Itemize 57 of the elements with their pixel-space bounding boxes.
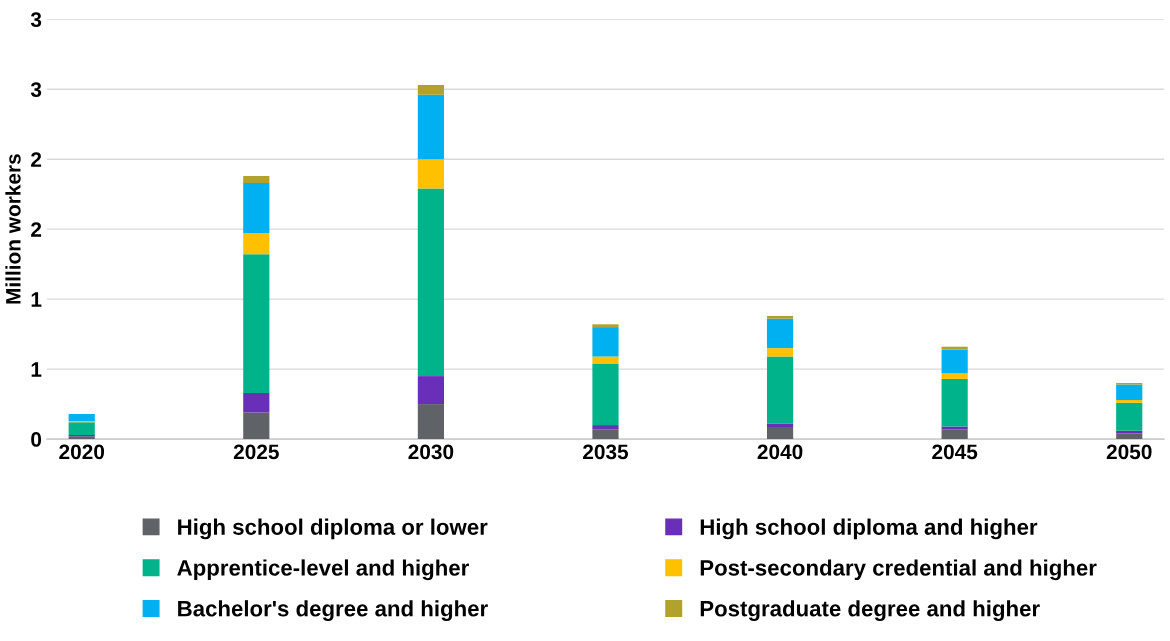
bar	[417, 188, 444, 377]
bar	[68, 422, 95, 435]
y-axis-title: Million workers	[5, 154, 21, 304]
bar	[592, 327, 619, 357]
x-tick-label: 2045	[932, 444, 978, 460]
bar	[243, 233, 270, 255]
bar	[243, 392, 270, 413]
legend-label: High school diploma or lower	[178, 518, 488, 540]
bar	[243, 182, 270, 234]
bar	[417, 159, 444, 189]
legend-label: Postgraduate degree and higher	[700, 600, 1040, 621]
y-tick-label: 1	[31, 292, 42, 307]
legend-label: High school diploma and higher	[700, 518, 1038, 540]
y-tick-label: 2	[31, 222, 42, 237]
bar	[592, 425, 619, 430]
bar	[766, 356, 794, 424]
y-tick-label: 3	[30, 12, 42, 28]
legend-label: Apprentice-level and higher	[177, 559, 469, 581]
bar	[941, 429, 968, 440]
y-tick-label: 3	[30, 82, 42, 97]
bar	[1116, 402, 1143, 431]
bar	[68, 413, 95, 421]
bar	[417, 404, 444, 440]
x-tick-label: 2030	[408, 444, 454, 460]
bar	[941, 373, 968, 379]
x-tick-label: 2035	[583, 444, 629, 460]
bar	[1116, 399, 1143, 403]
bar	[592, 363, 619, 426]
bar	[941, 346, 968, 350]
bar	[592, 356, 619, 364]
bar	[941, 378, 968, 427]
x-tick-label: 2020	[59, 444, 105, 460]
y-tick-label: 1	[31, 362, 42, 377]
y-tick-label: 2	[31, 152, 42, 167]
bar	[243, 412, 270, 440]
legend-label: Post-secondary credential and higher	[700, 559, 1097, 581]
bar	[766, 318, 794, 349]
bar	[417, 85, 444, 95]
bar	[941, 349, 968, 374]
bar	[766, 427, 794, 440]
x-tick-label: 2040	[757, 444, 803, 460]
bar	[766, 315, 794, 319]
bar	[243, 254, 270, 393]
bar	[417, 94, 444, 160]
bar	[592, 429, 619, 440]
bar	[243, 175, 270, 183]
x-tick-label: 2025	[233, 444, 279, 460]
bar	[592, 324, 619, 328]
bar	[417, 376, 444, 405]
legend-label: Bachelor's degree and higher	[178, 600, 488, 621]
y-tick-label: 0	[31, 432, 42, 447]
bar	[766, 348, 794, 357]
bar	[1116, 384, 1143, 400]
bar	[766, 423, 794, 428]
x-tick-label: 2050	[1106, 444, 1152, 460]
bar	[941, 426, 968, 430]
bar	[1116, 433, 1143, 440]
